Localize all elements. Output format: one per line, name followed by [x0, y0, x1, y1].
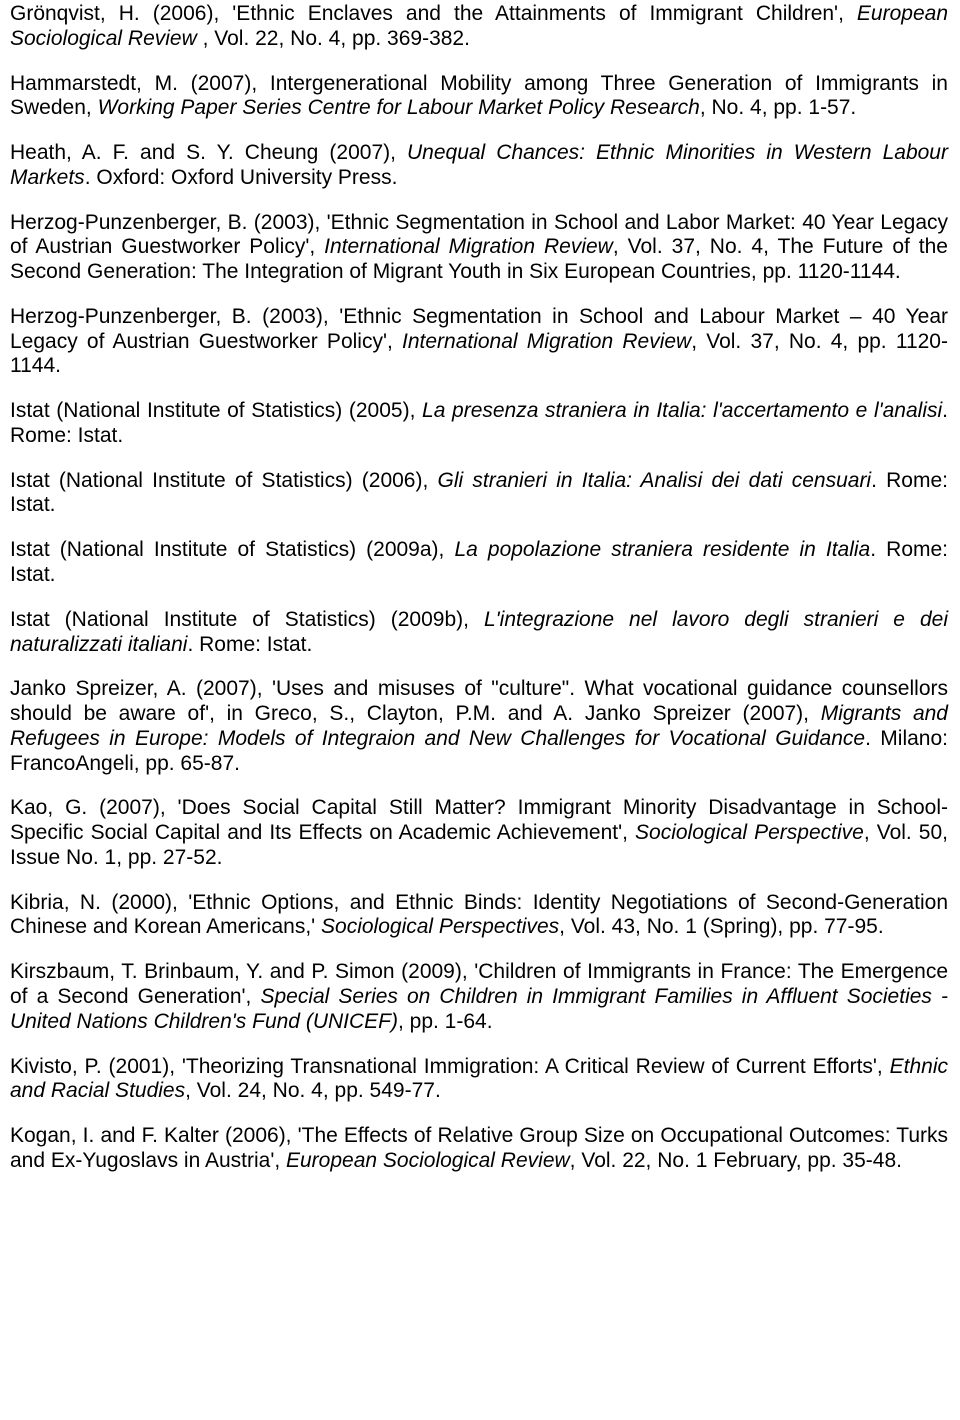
- reference-entry: Kibria, N. (2000), 'Ethnic Options, and …: [10, 891, 948, 941]
- reference-entry: Grönqvist, H. (2006), 'Ethnic Enclaves a…: [10, 2, 948, 52]
- reference-entry: Herzog-Punzenberger, B. (2003), 'Ethnic …: [10, 305, 948, 379]
- reference-entry: Istat (National Institute of Statistics)…: [10, 608, 948, 658]
- reference-entry: Kivisto, P. (2001), 'Theorizing Transnat…: [10, 1055, 948, 1105]
- reference-entry: Herzog-Punzenberger, B. (2003), 'Ethnic …: [10, 211, 948, 285]
- reference-entry: Hammarstedt, M. (2007), Intergenerationa…: [10, 72, 948, 122]
- reference-entry: Kogan, I. and F. Kalter (2006), 'The Eff…: [10, 1124, 948, 1174]
- reference-entry: Kirszbaum, T. Brinbaum, Y. and P. Simon …: [10, 960, 948, 1034]
- reference-entry: Kao, G. (2007), 'Does Social Capital Sti…: [10, 796, 948, 870]
- references-list: Grönqvist, H. (2006), 'Ethnic Enclaves a…: [10, 2, 948, 1174]
- reference-entry: Istat (National Institute of Statistics)…: [10, 469, 948, 519]
- reference-entry: Istat (National Institute of Statistics)…: [10, 538, 948, 588]
- reference-entry: Janko Spreizer, A. (2007), 'Uses and mis…: [10, 677, 948, 776]
- reference-entry: Heath, A. F. and S. Y. Cheung (2007), Un…: [10, 141, 948, 191]
- reference-entry: Istat (National Institute of Statistics)…: [10, 399, 948, 449]
